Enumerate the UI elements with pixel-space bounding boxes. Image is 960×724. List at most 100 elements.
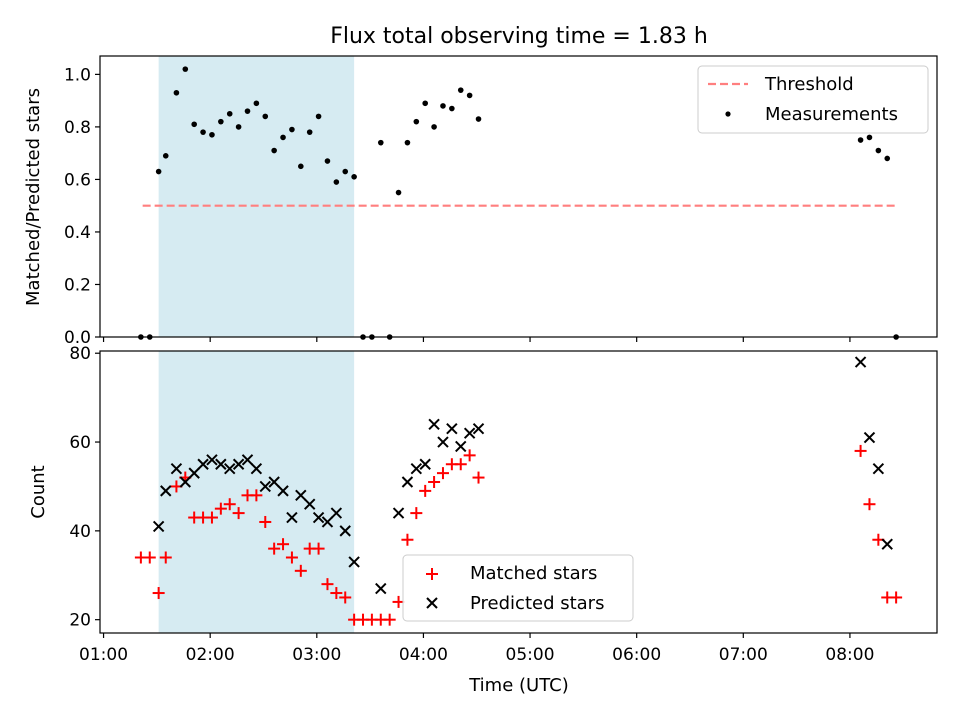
- bottom-y-axis-label: Count: [28, 465, 49, 518]
- legend-measurements-label: Measurements: [765, 104, 898, 125]
- measurement-point: [218, 118, 224, 125]
- measurement-point: [209, 131, 215, 138]
- predicted-star-point: [259, 480, 271, 493]
- x-tick-label: 05:00: [506, 645, 555, 665]
- bottom-axes-frame: [99, 350, 938, 634]
- predicted-star-point: [303, 498, 316, 510]
- predicted-star-point: [286, 511, 298, 524]
- measurement-point: [413, 118, 420, 125]
- top-y-tick-label: 0.4: [64, 223, 91, 243]
- bottom-panel: 20 40 60 80 01:00 02:00 03:00 04:00 05:00 06:00 07…: [28, 344, 938, 696]
- top-y-tick-label: 0.8: [64, 118, 91, 138]
- matched-star-point: [285, 551, 298, 564]
- top-y-tick-label: 0.6: [64, 170, 91, 190]
- measurement-point: [875, 147, 882, 154]
- bottom-legend: Matched stars Predicted stars: [402, 554, 634, 622]
- measurement-point: [324, 158, 331, 164]
- predicted-star-point: [215, 458, 227, 470]
- top-shaded-interval: [158, 56, 355, 337]
- matched-star-point: [419, 484, 432, 497]
- matched-star-point: [223, 498, 236, 511]
- predicted-star-point: [446, 423, 458, 435]
- matched-star-point: [454, 458, 467, 471]
- measurement-point: [315, 113, 322, 120]
- measurement-point: [377, 139, 384, 146]
- bottom-y-tick-label: 20: [69, 611, 91, 631]
- measurement-point: [351, 174, 357, 180]
- measurement-point: [271, 147, 277, 154]
- top-legend: Threshold Measurements: [697, 65, 929, 134]
- predicted-star-point: [179, 476, 192, 488]
- matched-star-point: [383, 613, 396, 626]
- measurement-point: [226, 110, 233, 117]
- predicted-star-point: [197, 458, 209, 470]
- predicted-star-point: [437, 436, 449, 448]
- predicted-star-point: [375, 582, 387, 595]
- predicted-star-point: [428, 418, 440, 430]
- x-tick-label: 06:00: [612, 645, 661, 665]
- bottom-legend-box: [402, 554, 634, 622]
- matched-star-point: [854, 444, 867, 457]
- x-tick-label: 08:00: [825, 645, 874, 665]
- measurement-point: [162, 152, 169, 159]
- x-tick-label: 02:00: [186, 645, 235, 665]
- matched-star-point: [277, 538, 290, 551]
- top-y-tick-label: 0.2: [64, 275, 91, 295]
- predicted-star-point: [277, 485, 289, 497]
- matched-star-point: [259, 515, 272, 528]
- measurement-point: [262, 113, 269, 120]
- predicted-star-point: [321, 516, 334, 528]
- top-y-axis-label: Matched/Predicted stars: [23, 88, 44, 306]
- matched-star-point: [436, 467, 449, 480]
- predicted-star-point: [295, 489, 307, 502]
- matched-star-point: [232, 507, 245, 520]
- matched-star-point: [472, 471, 485, 484]
- matched-star-point: [401, 533, 414, 546]
- bottom-y-tick-label: 60: [69, 433, 91, 453]
- x-tick-label: 01:00: [79, 645, 128, 665]
- matched-star-point: [268, 542, 281, 555]
- measurement-point: [422, 100, 429, 107]
- x-tick-label: 04:00: [399, 645, 448, 665]
- predicted-star-point: [330, 507, 343, 519]
- measurement-point: [306, 129, 313, 135]
- measurement-point: [449, 105, 455, 112]
- top-y-tick-label: 1.0: [64, 65, 91, 85]
- measurement-point: [857, 137, 864, 143]
- legend-matched-swatch: [426, 568, 438, 580]
- matched-star-point: [294, 564, 307, 577]
- predicted-star-point: [348, 556, 360, 568]
- predicted-star-point: [455, 440, 467, 453]
- legend-predicted-label: Predicted stars: [470, 593, 604, 614]
- matched-star-point: [214, 502, 227, 515]
- measurement-point: [866, 134, 873, 141]
- x-tick-label: 03:00: [292, 645, 341, 665]
- measurement-point: [253, 100, 260, 107]
- measurement-point: [200, 129, 206, 135]
- predicted-star-point: [339, 525, 351, 537]
- predicted-star-point: [152, 520, 165, 533]
- predicted-star-point: [241, 454, 254, 466]
- predicted-star-point: [160, 485, 172, 497]
- predicted-star-point: [224, 462, 236, 475]
- matched-star-point: [410, 507, 423, 520]
- matched-star-point: [205, 511, 218, 524]
- bottom-y-tick-label: 40: [69, 522, 91, 542]
- measurement-point: [191, 121, 197, 128]
- legend-measurements-swatch: [725, 111, 731, 117]
- predicted-star-point: [472, 423, 485, 435]
- top-panel: 0.0 0.2 0.4 0.6 0.8 1.0 Matched/Predicted sta…: [23, 55, 938, 348]
- measurement-point: [395, 189, 402, 196]
- matched-star-point: [312, 542, 325, 555]
- measurement-point: [457, 87, 464, 93]
- measurement-point: [475, 116, 482, 122]
- predicted-star-point: [250, 462, 263, 475]
- measurement-point: [440, 103, 446, 109]
- measurement-point: [244, 108, 251, 114]
- legend-threshold-label: Threshold: [764, 74, 854, 95]
- matched-star-point: [143, 551, 156, 564]
- measurement-point: [289, 126, 295, 133]
- predicted-star-point: [312, 511, 325, 524]
- measurement-point: [431, 124, 437, 130]
- x-tick-label: 07:00: [719, 645, 768, 665]
